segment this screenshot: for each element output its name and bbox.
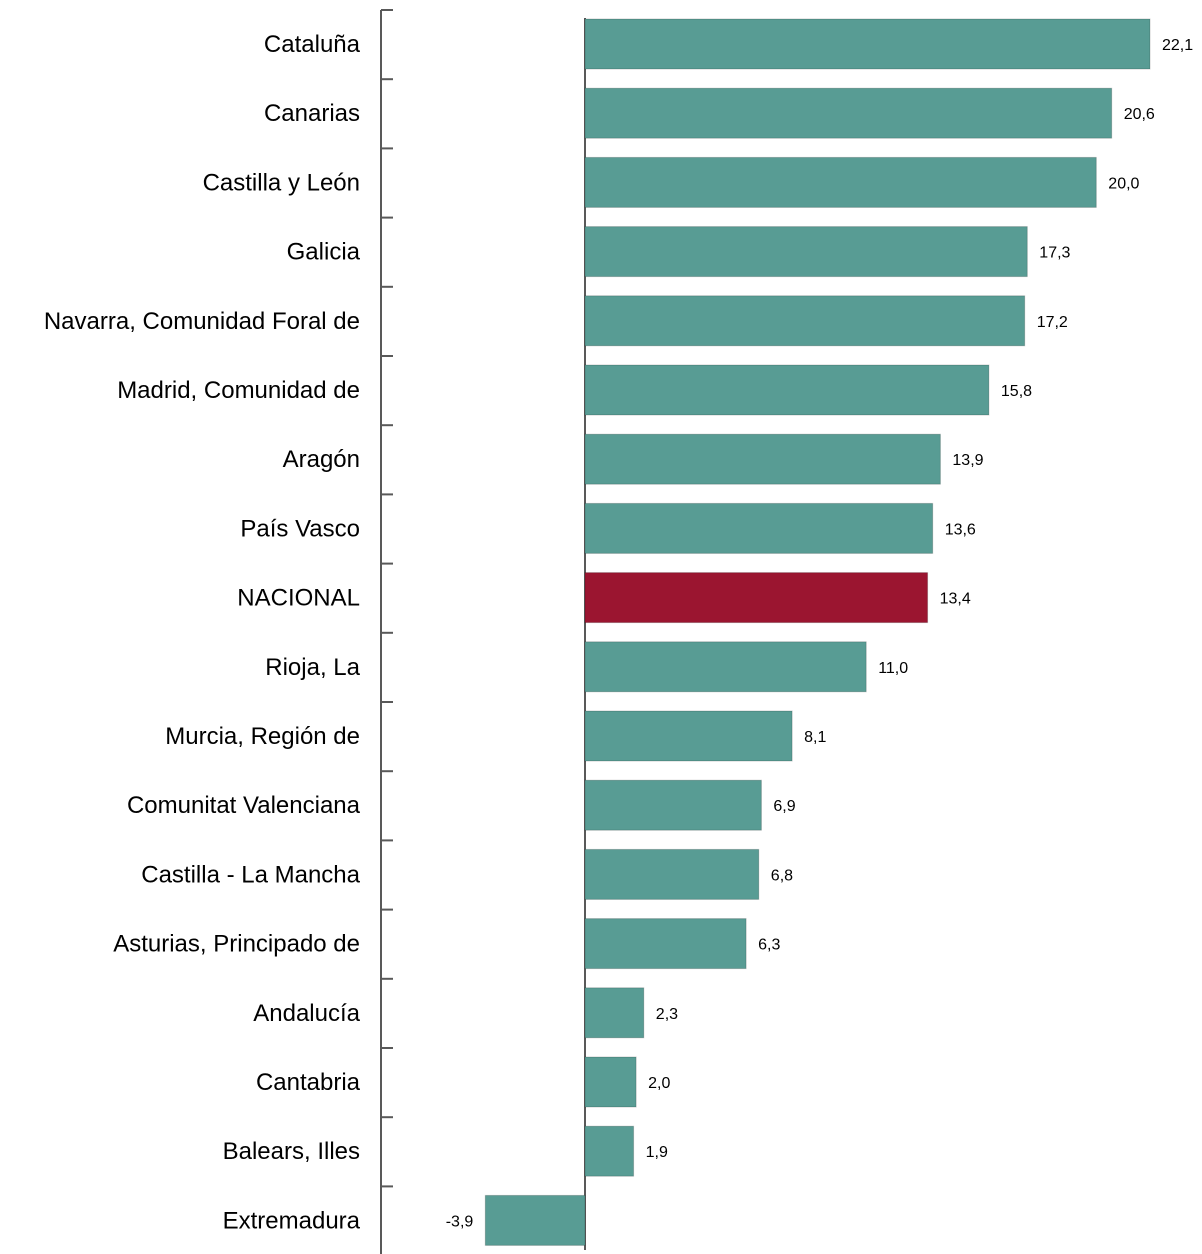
- bar: [584, 295, 1026, 347]
- category-label: NACIONAL: [237, 585, 360, 612]
- value-label: 20,0: [1108, 175, 1139, 192]
- category-label: Castilla - La Mancha: [141, 861, 360, 888]
- bars: [484, 18, 1151, 1246]
- bar-highlight: [584, 572, 929, 624]
- value-label: 6,3: [758, 937, 780, 954]
- value-labels: 22,1 20,6 20,0 17,3 17,2 15,8 13,9 13,6 13,4 11,0…: [446, 37, 1194, 1230]
- value-label: -3,9: [446, 1213, 474, 1230]
- bar: [584, 156, 1097, 208]
- value-label: 15,8: [1001, 383, 1032, 400]
- category-label: Andalucía: [253, 1000, 360, 1027]
- category-label: Cantabria: [256, 1069, 361, 1096]
- value-label: 6,8: [771, 867, 793, 884]
- value-label: 11,0: [878, 660, 908, 677]
- bar: [584, 641, 867, 693]
- category-label: Rioja, La: [265, 654, 360, 681]
- value-label: 8,1: [804, 729, 826, 746]
- category-label: Murcia, Región de: [165, 723, 360, 750]
- category-label: Galicia: [287, 239, 361, 266]
- bar: [584, 710, 793, 762]
- bar: [584, 987, 645, 1039]
- bar: [584, 226, 1028, 278]
- category-label: Comunitat Valenciana: [127, 792, 361, 819]
- bar: [584, 502, 934, 554]
- category-label: Cataluña: [264, 31, 361, 58]
- bar: [584, 1125, 635, 1177]
- category-label: Canarias: [264, 100, 360, 127]
- category-label: Asturias, Principado de: [113, 931, 360, 958]
- bar: [584, 18, 1151, 70]
- value-label: 22,1: [1162, 37, 1193, 54]
- value-label: 13,9: [952, 452, 983, 469]
- bar: [584, 433, 941, 485]
- value-label: 17,2: [1037, 314, 1068, 331]
- bar: [584, 918, 747, 970]
- category-label: Extremadura: [223, 1207, 361, 1234]
- value-label: 17,3: [1039, 245, 1070, 262]
- value-label: 2,0: [648, 1075, 670, 1092]
- value-label: 13,6: [945, 521, 976, 538]
- value-label: 20,6: [1124, 106, 1155, 123]
- value-label: 13,4: [940, 591, 971, 608]
- category-axis: [380, 9, 393, 1254]
- category-label: Balears, Illes: [223, 1138, 360, 1165]
- bar: [584, 364, 990, 416]
- bar: [584, 779, 762, 831]
- value-label: 2,3: [656, 1006, 678, 1023]
- category-label: Aragón: [283, 446, 360, 473]
- value-label: 6,9: [773, 798, 795, 815]
- category-label: Madrid, Comunidad de: [117, 377, 360, 404]
- value-label: 1,9: [646, 1144, 668, 1161]
- category-label: País Vasco: [240, 515, 360, 542]
- bar: [484, 1194, 586, 1246]
- bar: [584, 1056, 637, 1108]
- category-label: Castilla y León: [203, 169, 360, 196]
- bar: [584, 848, 760, 900]
- category-label: Navarra, Comunidad Foral de: [44, 308, 360, 335]
- bar: [584, 87, 1113, 139]
- category-labels: Cataluña Canarias Castilla y León Galicia Na…: [44, 31, 361, 1234]
